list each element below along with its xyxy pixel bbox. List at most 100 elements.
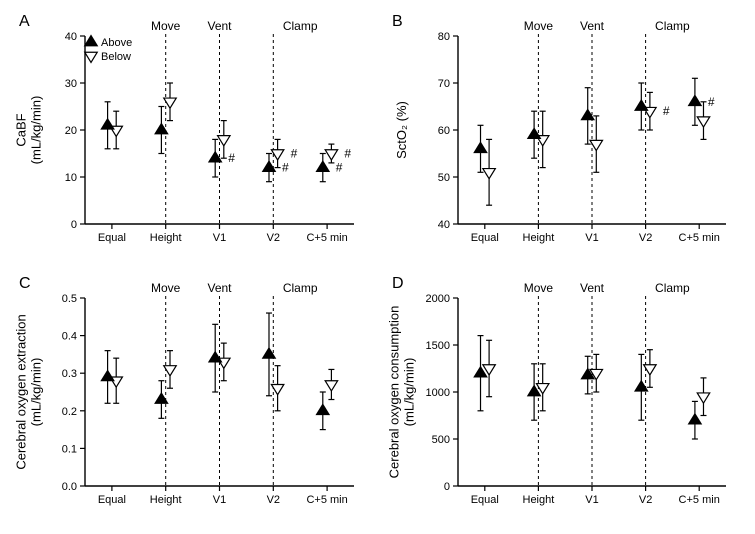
x-tick-label: C+5 min <box>306 232 347 244</box>
y-tick-label: 40 <box>438 219 450 231</box>
above-marker <box>689 95 702 105</box>
phase-label: Move <box>524 281 554 295</box>
x-tick-label: Height <box>150 494 182 506</box>
panel-c: C Move Vent Clamp 0.0 0.1 0.2 0.3 0.4 0.5 Equal Hei… <box>15 272 368 524</box>
legend-label: Above <box>101 37 132 49</box>
y-tick-label: 70 <box>438 78 450 90</box>
chart-svg-a: A Move Vent Clamp 0 10 20 30 40 Equal Height V1 V2 C+… <box>15 10 368 262</box>
x-tick-label: C+5 min <box>679 494 720 506</box>
y-tick-label: 1000 <box>426 387 450 399</box>
x-tick-label: Height <box>523 232 555 244</box>
phase-label: Vent <box>207 19 232 33</box>
x-tick-label: C+5 min <box>306 494 347 506</box>
phase-label: Move <box>151 19 181 33</box>
svg-text:SctO₂ (%): SctO₂ (%) <box>394 101 409 159</box>
significance-hash: # <box>344 147 351 161</box>
y-tick-label: 0 <box>71 219 77 231</box>
y-tick-label: 0.2 <box>62 406 77 418</box>
y-tick-label: 0.5 <box>62 293 77 305</box>
below-marker <box>325 381 338 391</box>
x-tick-label: V2 <box>639 232 652 244</box>
y-tick-label: 60 <box>438 125 450 137</box>
x-tick-label: V2 <box>267 232 280 244</box>
significance-hash: # <box>291 147 298 161</box>
above-marker <box>317 404 330 414</box>
panel-d: D Move Vent Clamp 0 500 1000 1500 2000 Equal Heigh… <box>388 272 740 524</box>
phase-label: Clamp <box>655 19 690 33</box>
phase-label: Move <box>524 19 554 33</box>
panel-label: C <box>19 275 31 292</box>
x-tick-label: V1 <box>213 494 226 506</box>
above-marker <box>474 142 487 152</box>
y-tick-label: 80 <box>438 31 450 43</box>
significance-hash: # <box>708 95 715 109</box>
figure-grid: A Move Vent Clamp 0 10 20 30 40 Equal Height V1 V2 C+… <box>0 0 755 534</box>
svg-text:(mL/kg/min): (mL/kg/min) <box>402 358 417 427</box>
above-marker <box>317 161 330 171</box>
x-tick-label: V2 <box>267 494 280 506</box>
x-tick-label: Equal <box>471 494 499 506</box>
panel-label: A <box>19 13 30 30</box>
y-tick-label: 0 <box>444 481 450 493</box>
svg-text:(mL/kg/min): (mL/kg/min) <box>29 358 44 427</box>
legend-marker <box>85 36 98 46</box>
below-marker <box>483 169 496 179</box>
significance-hash: # <box>663 104 670 118</box>
panel-a: A Move Vent Clamp 0 10 20 30 40 Equal Height V1 V2 C+… <box>15 10 368 262</box>
significance-hash: # <box>282 161 289 175</box>
phase-label: Vent <box>207 281 232 295</box>
phase-label: Vent <box>580 281 605 295</box>
legend-label: Below <box>101 51 131 63</box>
x-tick-label: V1 <box>213 232 226 244</box>
y-tick-label: 0.1 <box>62 443 77 455</box>
phase-label: Clamp <box>283 19 318 33</box>
above-marker <box>101 371 114 381</box>
significance-hash: # <box>336 161 343 175</box>
y-tick-label: 30 <box>65 78 77 90</box>
svg-text:Cerebral oxygen extraction: Cerebral oxygen extraction <box>15 314 29 469</box>
legend-marker <box>85 52 98 62</box>
chart-svg-b: B Move Vent Clamp 40 50 60 70 80 Equal Height V1 V2 C… <box>388 10 740 262</box>
y-tick-label: 50 <box>438 172 450 184</box>
below-marker <box>325 150 338 160</box>
y-axis-label: Cerebral oxygen consumption(mL/kg/min) <box>388 306 417 479</box>
panel-label: D <box>392 275 404 292</box>
above-marker <box>528 128 541 138</box>
y-axis-label: SctO₂ (%) <box>394 101 409 159</box>
y-tick-label: 10 <box>65 172 77 184</box>
y-tick-label: 40 <box>65 31 77 43</box>
phase-label: Clamp <box>655 281 690 295</box>
below-marker <box>697 393 710 403</box>
y-tick-label: 0.3 <box>62 368 77 380</box>
svg-text:Cerebral oxygen consumption: Cerebral oxygen consumption <box>388 306 402 479</box>
x-tick-label: C+5 min <box>679 232 720 244</box>
y-tick-label: 0.0 <box>62 481 77 493</box>
phase-label: Vent <box>580 19 605 33</box>
x-tick-label: V1 <box>585 232 598 244</box>
above-marker <box>263 348 276 358</box>
phase-label: Clamp <box>283 281 318 295</box>
above-marker <box>101 119 114 129</box>
y-axis-label: Cerebral oxygen extraction(mL/kg/min) <box>15 314 44 469</box>
y-tick-label: 20 <box>65 125 77 137</box>
x-tick-label: Height <box>150 232 182 244</box>
y-tick-label: 500 <box>432 434 450 446</box>
below-marker <box>697 117 710 127</box>
chart-svg-d: D Move Vent Clamp 0 500 1000 1500 2000 Equal Heigh… <box>388 272 740 524</box>
panel-label: B <box>392 13 403 30</box>
phase-label: Move <box>151 281 181 295</box>
x-tick-label: Equal <box>471 232 499 244</box>
y-tick-label: 0.4 <box>62 331 77 343</box>
y-axis-label: CaBF(mL/kg/min) <box>15 96 44 165</box>
x-tick-label: Equal <box>98 232 126 244</box>
x-tick-label: V2 <box>639 494 652 506</box>
significance-hash: # <box>228 151 235 165</box>
x-tick-label: V1 <box>585 494 598 506</box>
x-tick-label: Equal <box>98 494 126 506</box>
y-tick-label: 1500 <box>426 340 450 352</box>
x-tick-label: Height <box>523 494 555 506</box>
above-marker <box>689 414 702 424</box>
svg-text:CaBF: CaBF <box>15 113 29 146</box>
chart-svg-c: C Move Vent Clamp 0.0 0.1 0.2 0.3 0.4 0.5 Equal Hei… <box>15 272 368 524</box>
y-tick-label: 2000 <box>426 293 450 305</box>
